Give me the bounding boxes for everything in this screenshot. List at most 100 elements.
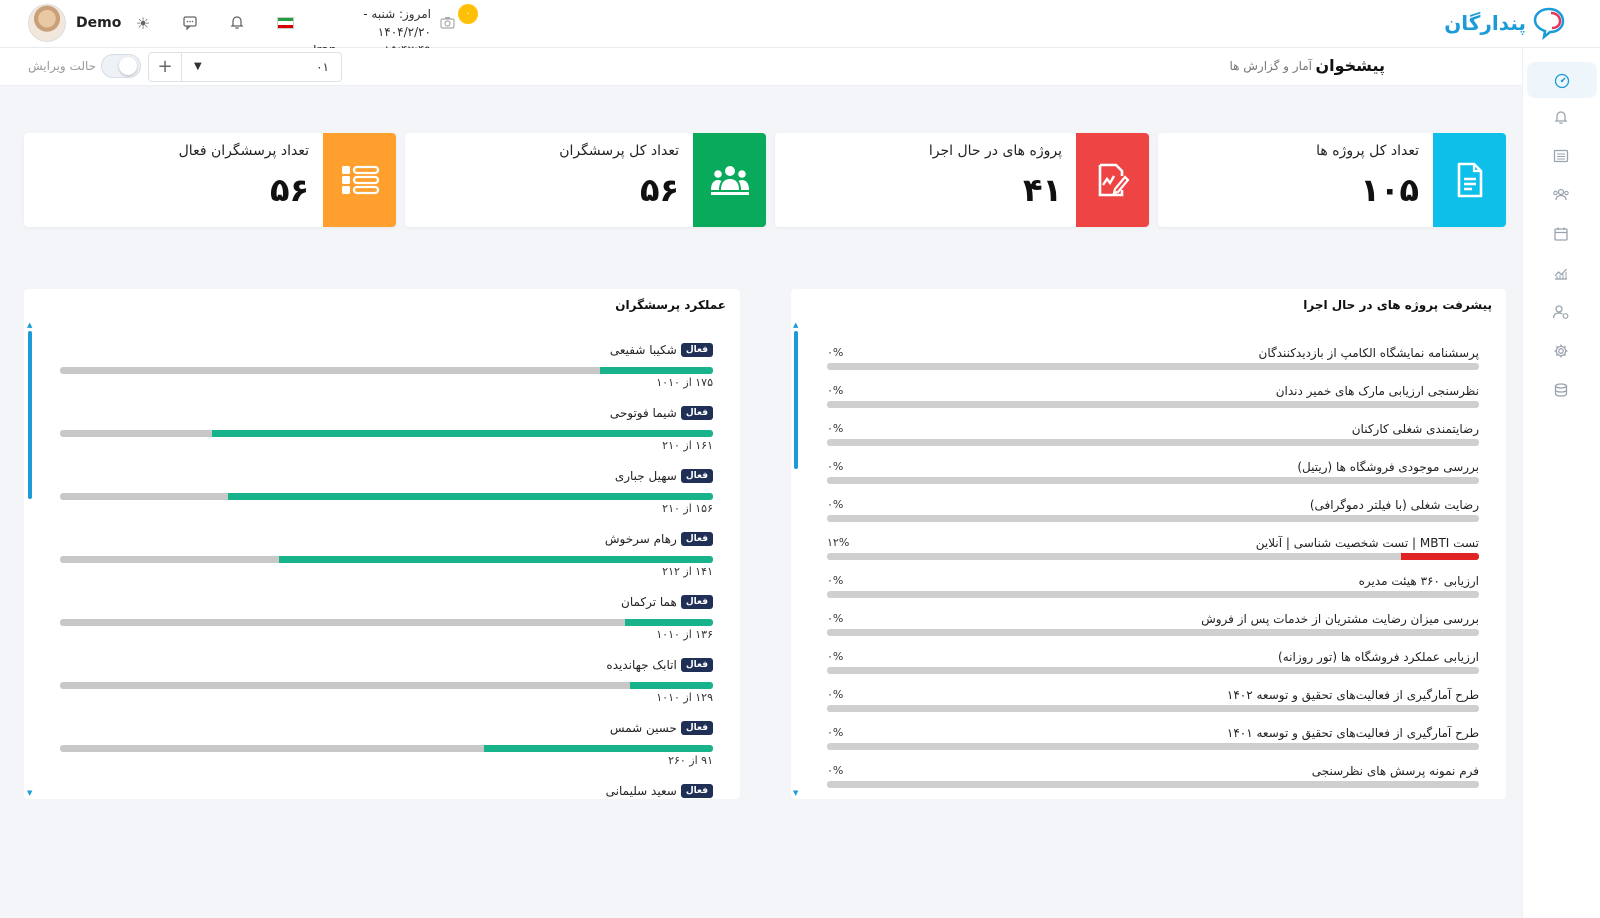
- interviewer-progress-bar: [60, 556, 713, 563]
- chat-icon[interactable]: [180, 14, 200, 34]
- interviewer-name: شیما فوتوحی: [609, 406, 677, 420]
- project-percent: ۰%: [827, 574, 844, 587]
- list-icon[interactable]: [1549, 147, 1573, 171]
- logo[interactable]: پندارگان: [1444, 6, 1566, 40]
- scroll-thumb[interactable]: [28, 331, 32, 499]
- project-row[interactable]: نظرسنجی ارزیابی مارک های خمیر دندان ۰%: [827, 384, 1479, 422]
- project-progress-bar: [827, 743, 1479, 750]
- project-progress-fill: [1400, 553, 1479, 560]
- project-progress-bar: [827, 553, 1479, 560]
- project-row[interactable]: رضایتمندی شغلی کارکنان ۰%: [827, 422, 1479, 460]
- user-settings-icon[interactable]: [1549, 303, 1573, 327]
- scroll-up-icon[interactable]: ▲: [793, 321, 799, 329]
- card-total-interviewers[interactable]: تعداد کل پرسشگران ۵۶: [405, 133, 766, 227]
- avatar[interactable]: [28, 4, 66, 42]
- database-icon[interactable]: [1549, 381, 1573, 405]
- project-progress-bar: [827, 591, 1479, 598]
- project-percent: ۰%: [827, 460, 844, 473]
- edit-mode-toggle[interactable]: [101, 54, 141, 78]
- project-progress-bar: [827, 439, 1479, 446]
- add-button[interactable]: +: [148, 52, 182, 82]
- status-badge: فعال: [680, 469, 713, 483]
- gear-icon[interactable]: [1549, 342, 1573, 366]
- project-row[interactable]: پرسشنامه نمایشگاه الکامپ از بازدیدکنندگا…: [827, 346, 1479, 384]
- project-progress-bar: [827, 477, 1479, 484]
- calendar-icon[interactable]: [1549, 225, 1573, 249]
- project-progress-bar: [827, 781, 1479, 788]
- card-total-projects[interactable]: تعداد کل پروژه ها ۱۰۵: [1158, 133, 1506, 227]
- project-percent: ۰%: [827, 498, 844, 511]
- scrollbar[interactable]: ▲ ▼: [27, 321, 33, 797]
- dashboard-icon[interactable]: [1527, 62, 1597, 98]
- interviewer-progress-bar: [60, 745, 713, 752]
- project-name: رضایت شغلی (با فیلتر دموگرافی): [1309, 498, 1479, 512]
- interviewer-row[interactable]: فعال شکیبا شفیعی ۱۷۵ از ۱۰۱۰: [60, 343, 713, 405]
- project-percent: ۰%: [827, 764, 844, 777]
- scrollbar[interactable]: ▲ ▼: [793, 321, 799, 797]
- iran-flag-icon[interactable]: [277, 17, 294, 29]
- panel-title: پیشرفت پروژه های در حال اجرا: [1303, 298, 1492, 312]
- scroll-down-icon[interactable]: ▼: [793, 789, 799, 797]
- chart-icon[interactable]: [1549, 264, 1573, 288]
- document-icon: [1457, 162, 1482, 198]
- scroll-down-icon[interactable]: ▼: [27, 789, 33, 797]
- bell-icon[interactable]: [227, 14, 247, 34]
- interviewer-count: ۱۶۱ از ۲۱۰: [662, 439, 713, 452]
- breadcrumb[interactable]: آمار و گزارش ها: [1229, 59, 1312, 73]
- sidebar: [1522, 48, 1600, 918]
- interviewer-progress-fill: [227, 493, 713, 500]
- group-icon: [710, 166, 749, 195]
- project-row[interactable]: رضایت شغلی (با فیلتر دموگرافی) ۰%: [827, 498, 1479, 536]
- notification-badge[interactable]: ۰: [458, 4, 478, 24]
- card-active-interviewers[interactable]: تعداد پرسشگران فعال ۵۶: [24, 133, 396, 227]
- scroll-thumb[interactable]: [794, 331, 798, 469]
- interviewer-count: ۱۴۱ از ۲۱۲: [662, 565, 713, 578]
- card-icon-box: [1076, 133, 1149, 227]
- interviewer-name: اتابک جهاندیده: [606, 658, 677, 672]
- interviewer-head: فعال شیما فوتوحی: [610, 406, 713, 420]
- project-row[interactable]: طرح آمارگیری از فعالیت‌های تحقیق و توسعه…: [827, 726, 1479, 764]
- interviewer-row[interactable]: فعال حسین شمس ۹۱ از ۲۶۰: [60, 721, 713, 783]
- card-running-projects[interactable]: پروژه های در حال اجرا ۴۱: [775, 133, 1149, 227]
- interviewer-row[interactable]: فعال سهیل جباری ۱۵۶ از ۲۱۰: [60, 469, 713, 531]
- project-row[interactable]: تست MBTI | تست شخصیت شناسی | آنلاین ۱۲%: [827, 536, 1479, 574]
- sun-icon[interactable]: ☀: [135, 14, 151, 33]
- page-title: پیشخوان: [1315, 56, 1385, 75]
- card-icon-box: [693, 133, 766, 227]
- dashboard-select[interactable]: ۰۱ ▼: [182, 52, 342, 82]
- project-progress-bar: [827, 667, 1479, 674]
- project-row[interactable]: فرم نمونه پرسش های نظرسنجی ۰%: [827, 764, 1479, 799]
- list-check-icon: [341, 165, 379, 195]
- interviewer-name: حسین شمس: [609, 721, 677, 735]
- card-icon-box: [323, 133, 396, 227]
- project-row[interactable]: بررسی موجودی فروشگاه ها (ریتیل) ۰%: [827, 460, 1479, 498]
- project-percent: ۰%: [827, 726, 844, 739]
- project-row[interactable]: طرح آمارگیری از فعالیت‌های تحقیق و توسعه…: [827, 688, 1479, 726]
- bell-icon[interactable]: [1549, 108, 1573, 132]
- user-menu[interactable]: Demo: [28, 4, 121, 42]
- interviewer-row[interactable]: فعال اتابک جهاندیده ۱۲۹ از ۱۰۱۰: [60, 658, 713, 720]
- interviewer-row[interactable]: فعال رهام سرخوش ۱۴۱ از ۲۱۲: [60, 532, 713, 594]
- project-row[interactable]: ارزیابی ۳۶۰ هیئت مدیره ۰%: [827, 574, 1479, 612]
- logo-text: پندارگان: [1444, 11, 1526, 35]
- project-row[interactable]: بررسی میزان رضایت مشتریان از خدمات پس از…: [827, 612, 1479, 650]
- users-icon[interactable]: [1549, 186, 1573, 210]
- project-name: رضایتمندی شغلی کارکنان: [1351, 422, 1479, 436]
- interviewer-progress-bar: [60, 493, 713, 500]
- project-row[interactable]: ارزیابی عملکرد فروشگاه ها (تور روزانه) ۰%: [827, 650, 1479, 688]
- status-badge: فعال: [680, 343, 713, 357]
- interviewer-head: فعال اتابک جهاندیده: [606, 658, 713, 672]
- project-percent: ۰%: [827, 650, 844, 663]
- status-badge: فعال: [680, 784, 713, 798]
- scroll-up-icon[interactable]: ▲: [27, 321, 33, 329]
- interviewer-name: رهام سرخوش: [604, 532, 677, 546]
- project-name: طرح آمارگیری از فعالیت‌های تحقیق و توسعه…: [1226, 688, 1479, 702]
- interviewer-row[interactable]: فعال شیما فوتوحی ۱۶۱ از ۲۱۰: [60, 406, 713, 468]
- camera-icon[interactable]: [440, 16, 455, 33]
- project-progress-bar: [827, 629, 1479, 636]
- interviewer-row[interactable]: فعال هما ترکمان ۱۳۶ از ۱۰۱۰: [60, 595, 713, 657]
- interviewer-progress-bar: [60, 619, 713, 626]
- interviewer-row[interactable]: فعال سعید سلیمانی: [60, 784, 713, 799]
- date-label: امروز: شنبه - ۱۴۰۴/۲/۲۰: [363, 7, 431, 39]
- project-percent: ۰%: [827, 688, 844, 701]
